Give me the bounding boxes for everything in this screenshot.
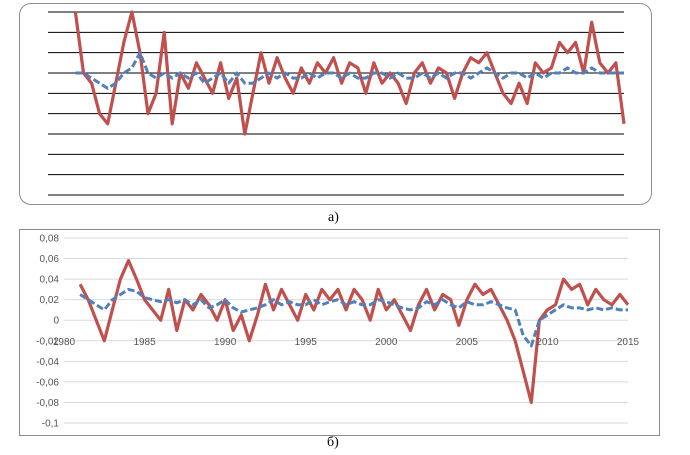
x-tick-label: 1980 [53,337,76,348]
x-tick-label: 1995 [295,337,318,348]
y-tick-label: -0,08 [36,398,59,409]
x-tick-label: 1985 [133,337,156,348]
y-tick-label: -0,02 [36,336,59,347]
y-tick-label: -0,06 [36,377,59,388]
chart-a-frame [19,3,652,205]
y-tick-label: -0,1 [42,419,60,430]
series-line-solid [78,259,630,404]
series-line-dashed [79,287,628,348]
y-tick-label: 0,02 [40,295,60,306]
y-tick-label: 0,06 [40,254,60,265]
series-line-dashed [75,51,624,90]
chart-b-frame [19,229,660,436]
y-tick-label: -0,04 [36,357,59,368]
x-tick-label: 1990 [214,337,237,348]
caption-a: а) [328,210,339,225]
x-tick-label: 2000 [375,337,398,348]
caption-b: б) [327,435,339,450]
x-tick-label: 2010 [536,337,559,348]
y-tick-label: 0,08 [40,234,60,245]
y-tick-label: 0 [53,316,59,327]
x-tick-label: 2005 [456,337,479,348]
x-tick-label: 2015 [617,337,640,348]
y-tick-label: 0,04 [40,275,60,286]
